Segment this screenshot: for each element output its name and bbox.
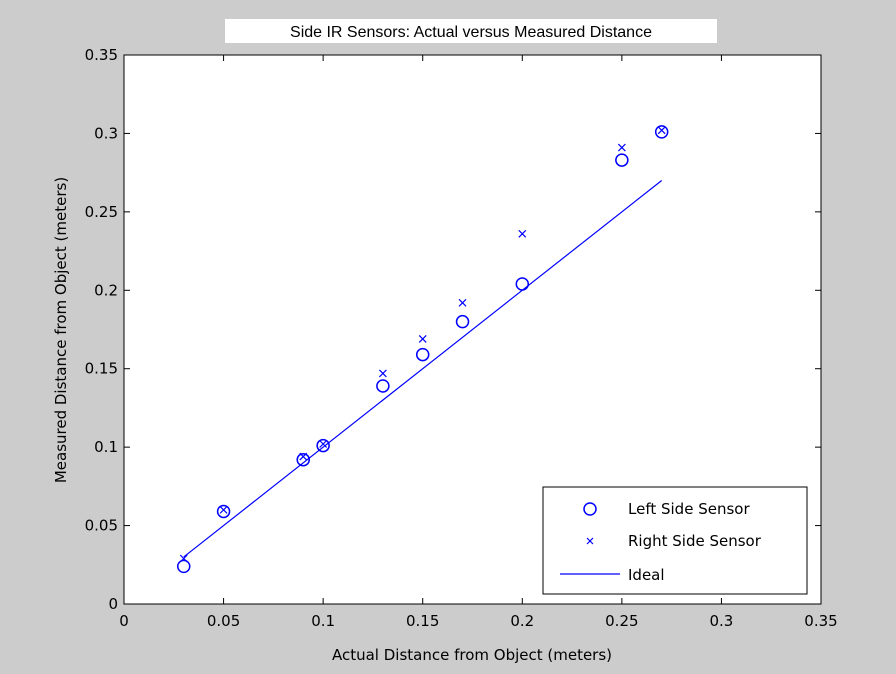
left-sensor-point bbox=[615, 153, 629, 167]
right-sensor-point bbox=[518, 229, 527, 238]
legend-marker-right-side-sensor bbox=[586, 537, 594, 545]
right-sensor-point-stroke-b bbox=[458, 298, 467, 307]
left-sensor-point bbox=[376, 379, 390, 393]
x-tick-label: 0 bbox=[119, 612, 129, 630]
right-sensor-point bbox=[617, 143, 626, 152]
y-tick-label: 0.3 bbox=[94, 124, 118, 142]
left-sensor-point bbox=[654, 125, 669, 139]
left-sensor-point bbox=[176, 559, 191, 574]
title-background bbox=[225, 19, 717, 43]
right-sensor-point-stroke-b bbox=[378, 369, 387, 378]
left-sensor-point bbox=[515, 277, 530, 291]
y-axis-label: Measured Distance from Object (meters) bbox=[52, 177, 70, 483]
y-tick-label: 0 bbox=[108, 595, 118, 613]
y-tick-label: 0.1 bbox=[94, 438, 118, 456]
right-sensor-point bbox=[319, 440, 328, 448]
legend: Left Side Sensor Right Side Sensor Ideal bbox=[542, 486, 808, 595]
right-sensor-point-stroke-b bbox=[657, 126, 666, 135]
x-axis-label: Actual Distance from Object (meters) bbox=[332, 646, 612, 664]
right-sensor-point-stroke-b bbox=[219, 505, 228, 514]
ideal-line bbox=[183, 180, 663, 558]
x-tick-label: 0.15 bbox=[406, 612, 439, 630]
y-tick-label: 0.35 bbox=[85, 46, 118, 64]
right-sensor-point bbox=[219, 505, 228, 514]
legend-box bbox=[542, 486, 808, 595]
left-sensor-point bbox=[316, 438, 330, 453]
x-tick-label: 0.3 bbox=[709, 612, 733, 630]
right-sensor-point bbox=[458, 298, 467, 307]
legend-label-left-side-sensor: Left Side Sensor bbox=[628, 500, 750, 518]
ticks-layer: 0 0.05 0.1 0.15 0.2 0.25 0.3 0.35 0 0.05 0.1 0.15 0.… bbox=[85, 46, 838, 630]
chart-title: Side IR Sensors: Actual versus Measured … bbox=[290, 24, 652, 41]
y-tick-label: 0.15 bbox=[85, 360, 118, 378]
legend-marker-left-side-sensor bbox=[583, 502, 597, 516]
x-tick-label: 0.35 bbox=[804, 612, 837, 630]
right-sensor-point-stroke-b bbox=[518, 229, 527, 238]
right-sensor-point-stroke-b bbox=[319, 440, 328, 448]
x-tick-label: 0.25 bbox=[605, 612, 638, 630]
left-sensor-point bbox=[296, 452, 310, 467]
series-layer bbox=[176, 125, 669, 574]
y-tick-label: 0.05 bbox=[85, 517, 118, 535]
right-sensor-point bbox=[418, 334, 427, 343]
left-sensor-point bbox=[415, 347, 430, 362]
left-sensor-point bbox=[216, 504, 231, 519]
legend-label-right-side-sensor: Right Side Sensor bbox=[628, 532, 762, 550]
right-sensor-point bbox=[657, 126, 666, 135]
y-tick-label: 0.25 bbox=[85, 203, 118, 221]
legend-label-ideal: Ideal bbox=[628, 566, 665, 584]
y-tick-label: 0.2 bbox=[94, 281, 118, 299]
left-sensor-point bbox=[455, 314, 470, 329]
x-tick-label: 0.05 bbox=[207, 612, 240, 630]
right-sensor-point-stroke-b bbox=[418, 334, 427, 343]
x-tick-label: 0.2 bbox=[510, 612, 534, 630]
right-sensor-point bbox=[378, 369, 387, 378]
right-sensor-point-stroke-b bbox=[617, 143, 626, 152]
x-tick-label: 0.1 bbox=[311, 612, 335, 630]
